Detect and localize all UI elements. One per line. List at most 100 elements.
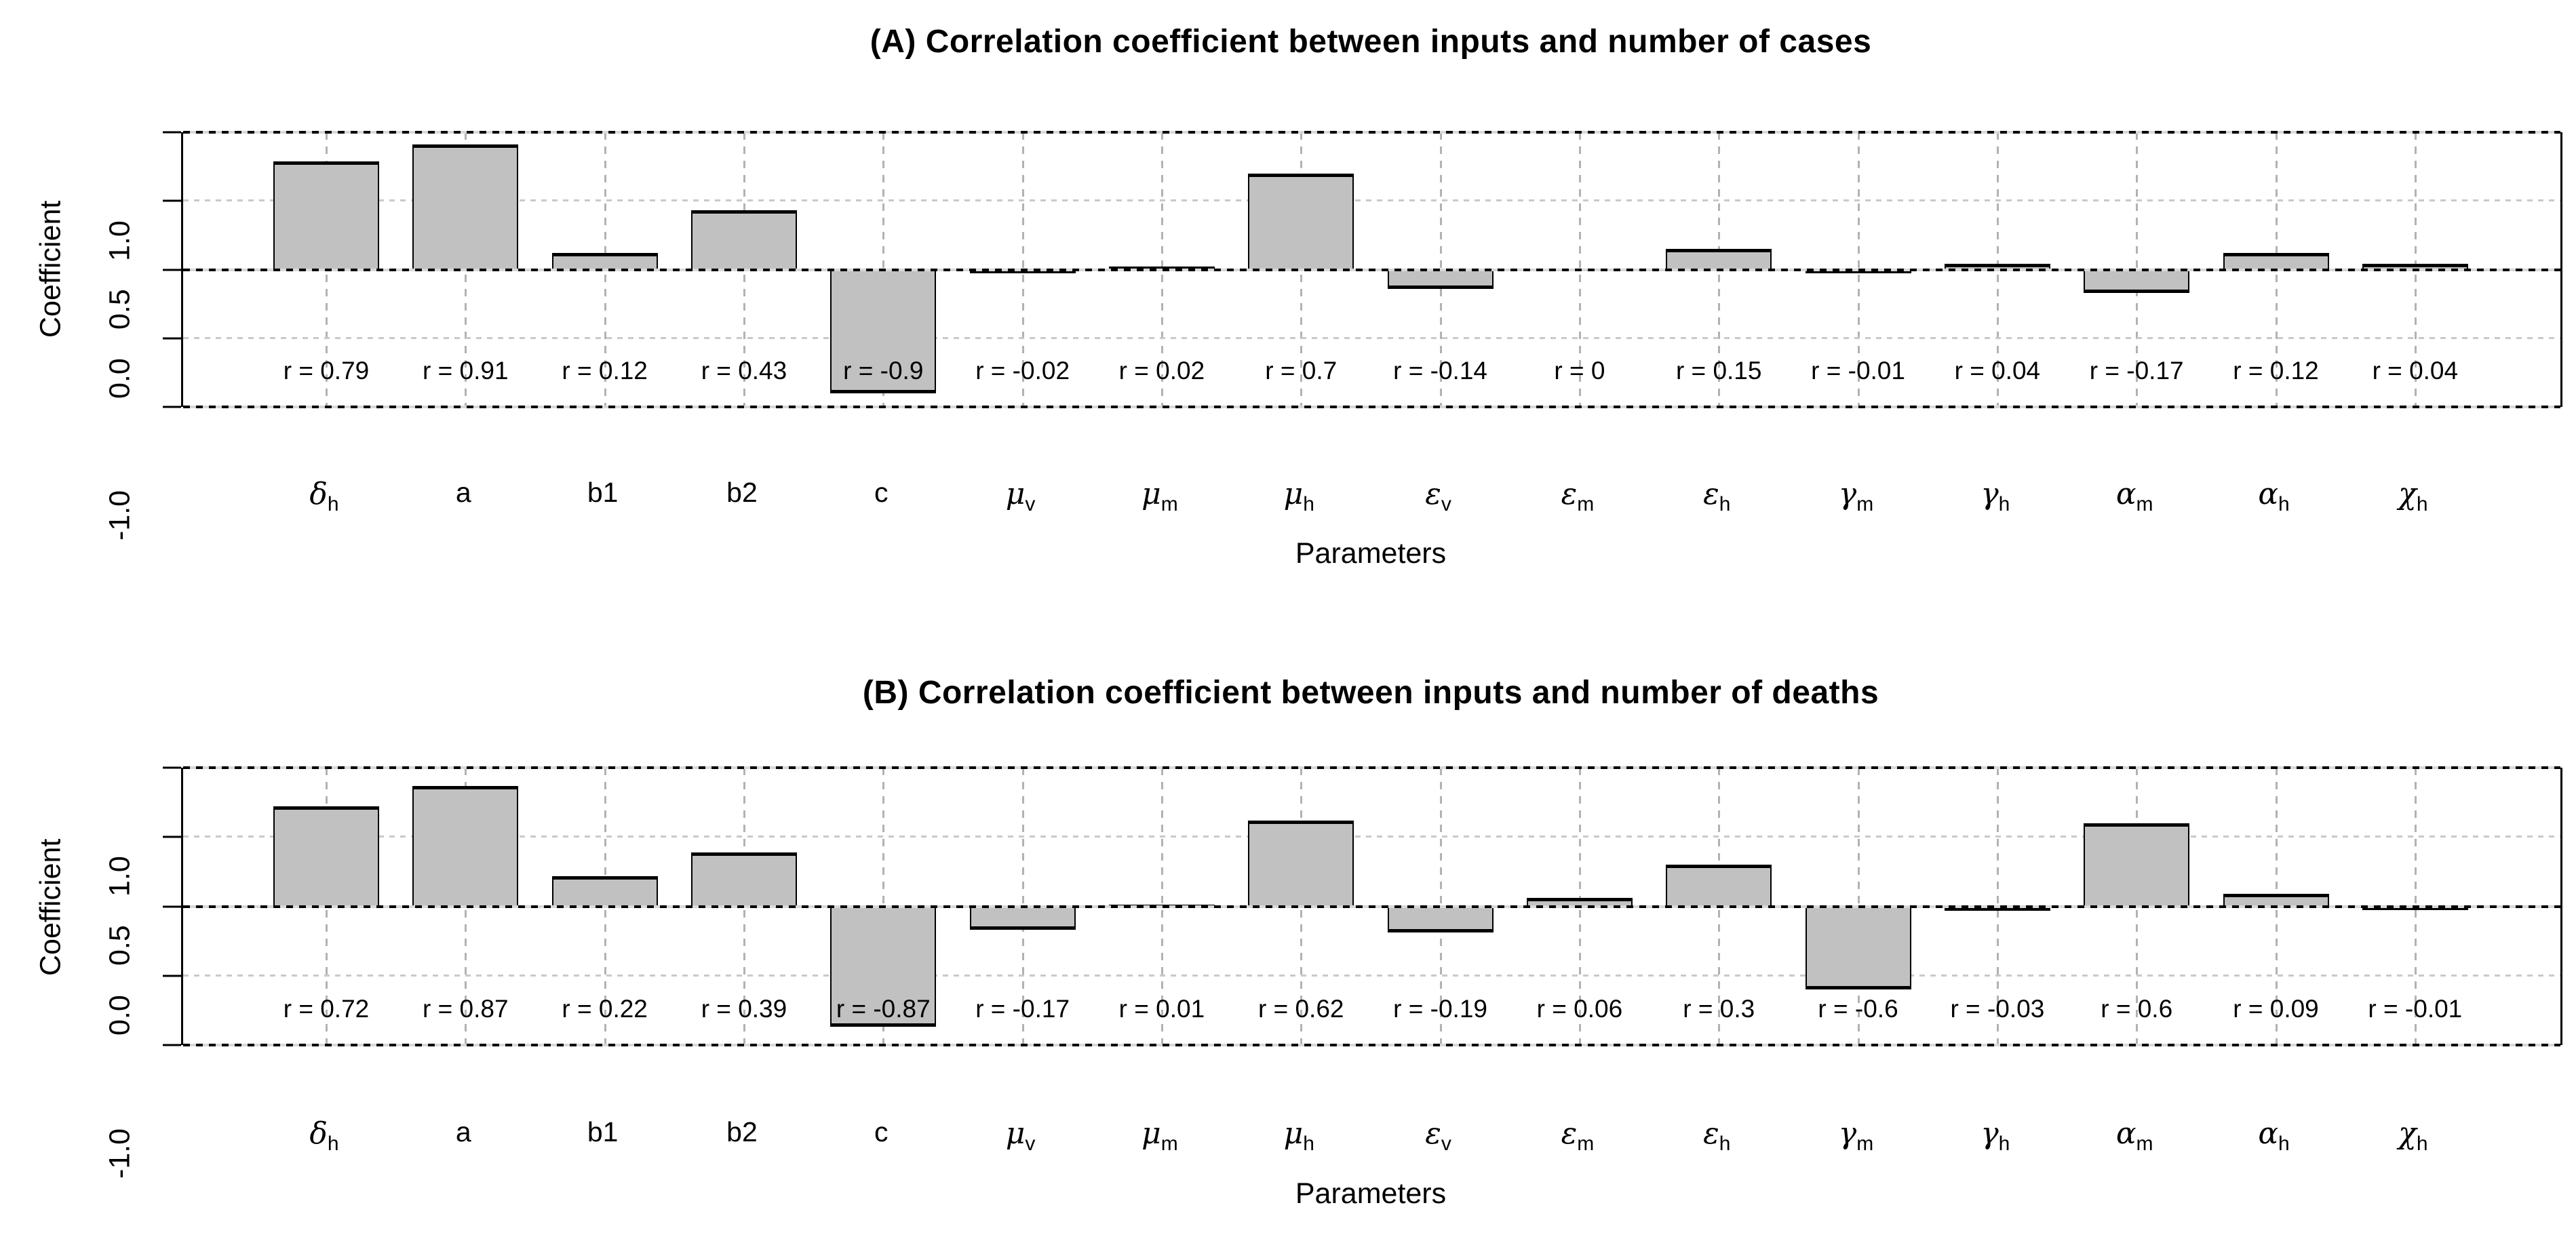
vertical-gridline [1439, 768, 1442, 1045]
bar-5 [830, 906, 937, 1027]
vertical-gridline [326, 768, 328, 1045]
vertical-gridline [1718, 768, 1721, 1045]
vertical-gridline [1160, 132, 1163, 407]
vertical-gridline [1439, 132, 1442, 407]
bar-16 [2362, 906, 2468, 910]
param-symbol: μ [1141, 1116, 1161, 1151]
y-axis-tick [163, 131, 181, 134]
param-symbol: c [874, 477, 889, 508]
vertical-gridline [604, 768, 606, 1045]
bar-value-label: r = -0.19 [1393, 994, 1487, 1023]
bar-value-label: r = 0.6 [2101, 994, 2173, 1023]
vertical-gridline [465, 132, 467, 407]
vertical-gridline [1996, 768, 1999, 1045]
bar-8 [1248, 173, 1354, 270]
param-label-8: μh [1284, 1116, 1314, 1156]
param-subscript: m [1856, 1133, 1874, 1155]
param-symbol: a [455, 477, 471, 508]
bar-1 [273, 161, 379, 270]
param-label-3: b1 [587, 1116, 619, 1148]
bar-1 [273, 806, 379, 907]
bar-value-label: r = 0.43 [701, 357, 787, 385]
param-subscript: v [1025, 1133, 1036, 1155]
bar-value-label: r = 0.04 [2372, 357, 2459, 385]
param-symbol: b1 [587, 477, 619, 508]
vertical-gridline [2136, 132, 2139, 407]
param-label-16: χh [2398, 1116, 2427, 1156]
param-label-9: εv [1425, 477, 1451, 516]
param-label-13: γh [1980, 1116, 2010, 1156]
param-symbol: c [874, 1116, 889, 1147]
bar-13 [1944, 906, 2050, 911]
bar-value-label: r = 0.15 [1675, 357, 1762, 385]
param-symbol: α [2115, 1116, 2136, 1151]
y-axis-tick [163, 1044, 181, 1046]
y-tick-label: 1.0 [103, 856, 136, 897]
param-subscript: m [2136, 493, 2153, 515]
bar-11 [1666, 865, 1772, 907]
vertical-gridline [1578, 768, 1581, 1045]
param-symbol: μ [1005, 1116, 1026, 1151]
param-subscript: m [1577, 1133, 1595, 1155]
bar-2 [412, 144, 519, 270]
bar-value-label: r = 0.3 [1683, 994, 1755, 1023]
param-label-12: γm [1839, 477, 1873, 516]
bar-10 [1526, 898, 1633, 907]
param-label-3: b1 [587, 477, 619, 509]
y-axis-tick [163, 766, 181, 769]
horizontal-gridline [183, 131, 2560, 134]
param-subscript: v [1441, 1133, 1451, 1155]
vertical-gridline [743, 132, 745, 407]
y-axis-tick [163, 337, 181, 340]
vertical-gridline [1300, 132, 1303, 407]
panel-a-title: (A) Correlation coefficient between inpu… [870, 24, 1872, 60]
param-symbol: α [2115, 477, 2136, 511]
vertical-gridline [1300, 768, 1303, 1045]
vertical-gridline [1996, 132, 1999, 407]
param-symbol: χ [2398, 477, 2417, 511]
bar-value-label: r = -0.6 [1818, 994, 1898, 1023]
bar-11 [1666, 249, 1772, 270]
bar-4 [690, 852, 797, 907]
param-subscript: h [2416, 1133, 2428, 1155]
y-tick-label: -1.0 [103, 490, 136, 541]
param-label-12: γm [1839, 1116, 1873, 1156]
param-symbol: μ [1005, 477, 1026, 511]
param-label-4: b2 [726, 1116, 758, 1148]
bar-value-label: r = 0.22 [562, 994, 648, 1023]
param-symbol: b1 [587, 1116, 619, 1147]
bar-5 [830, 269, 937, 393]
param-symbol: χ [2398, 1116, 2417, 1151]
param-subscript: h [1998, 493, 2010, 515]
param-subscript: m [2136, 1133, 2153, 1155]
bar-6 [969, 269, 1076, 273]
horizontal-gridline [183, 974, 2560, 977]
vertical-gridline [465, 768, 467, 1045]
bar-3 [551, 253, 658, 270]
param-subscript: v [1441, 493, 1451, 515]
param-label-14: αm [2116, 477, 2153, 516]
horizontal-gridline [183, 268, 2560, 271]
vertical-gridline [1857, 132, 1860, 407]
plot-area-a: 1.0 0.5 0.0 -1.0 r = 0.79 r = 0.91 r = 0.12 r =… [104, 131, 2562, 540]
param-subscript: h [1719, 1133, 1731, 1155]
param-label-5: c [874, 1116, 889, 1148]
vertical-gridline [1857, 768, 1860, 1045]
bar-value-label: r = -0.02 [975, 357, 1070, 385]
horizontal-gridline [183, 905, 2560, 908]
param-symbol: ε [1703, 477, 1719, 511]
bar-value-label: r = 0.62 [1257, 994, 1344, 1023]
bar-9 [1387, 906, 1494, 933]
bar-value-label: r = 0.79 [283, 357, 370, 385]
bar-8 [1248, 820, 1354, 907]
vertical-gridline [604, 132, 606, 407]
vertical-gridline [326, 132, 328, 407]
vertical-gridline [2414, 132, 2417, 407]
param-symbol: ε [1561, 1116, 1578, 1151]
param-symbol: γ [1838, 477, 1857, 511]
bar-value-label: r = -0.14 [1393, 357, 1487, 385]
bar-9 [1387, 269, 1494, 289]
bar-16 [2362, 264, 2468, 270]
panel-b-title: (B) Correlation coefficient between inpu… [862, 675, 1879, 711]
